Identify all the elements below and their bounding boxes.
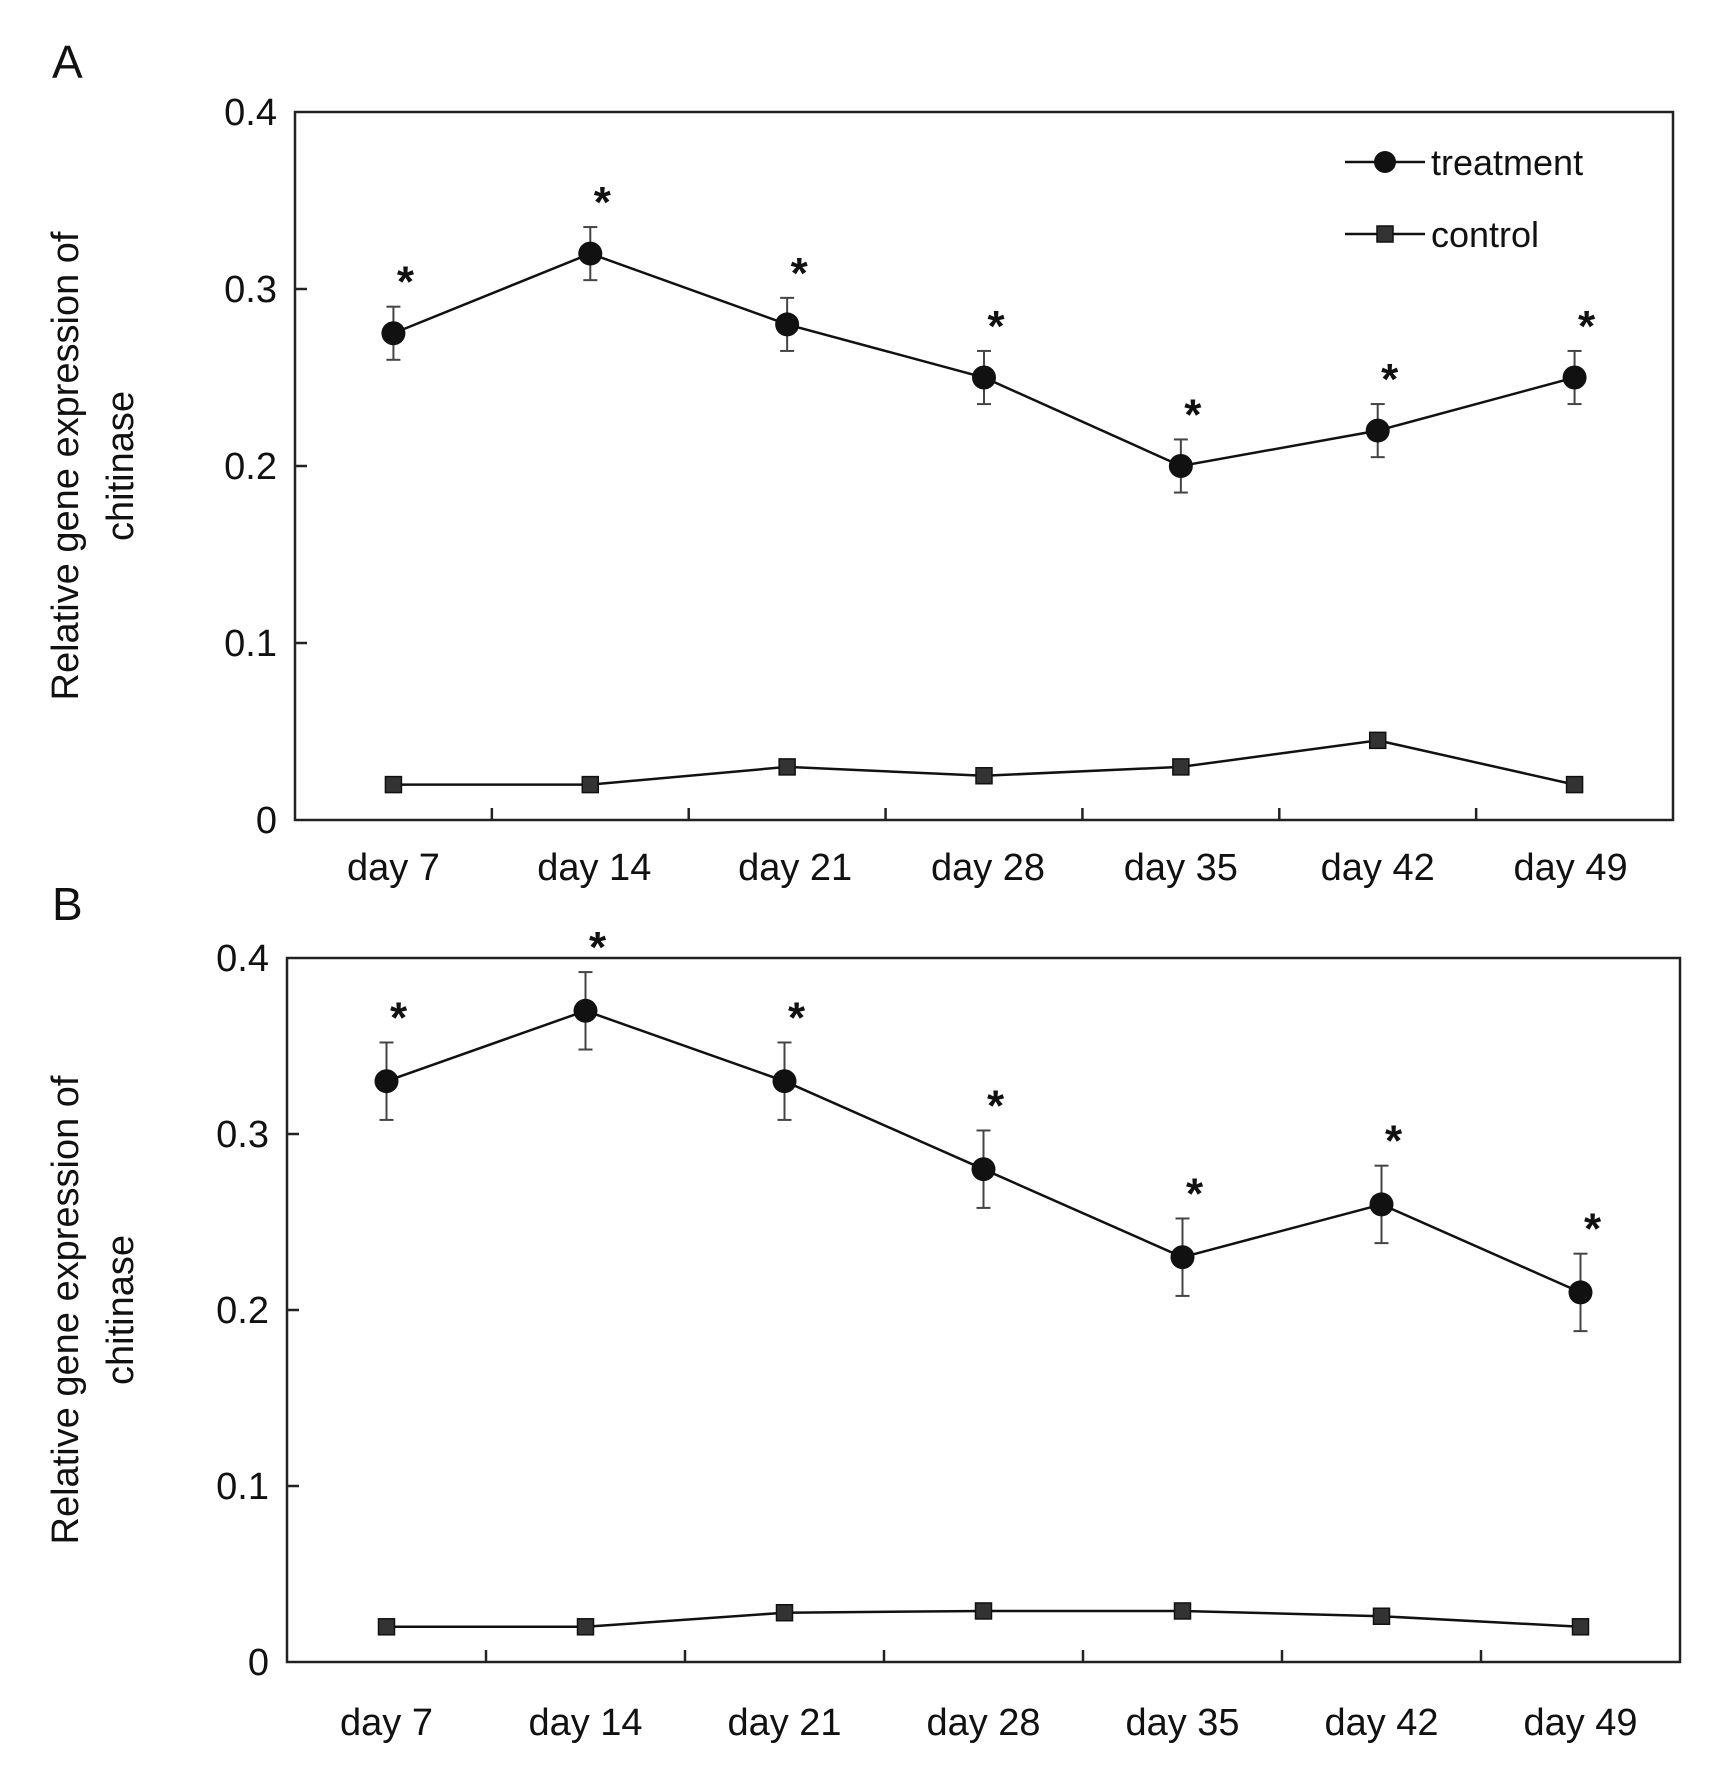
- panel-a-control-point: [975, 767, 993, 785]
- panel-b-treatment-point: [374, 1069, 399, 1094]
- panel-a-ytick-label: 0.3: [224, 269, 277, 311]
- panel-a-ylabel-line1: Relative gene expression of: [45, 231, 87, 700]
- panel-b-ylabel-line1: Relative gene expression of: [45, 1075, 87, 1544]
- panel-a-label: A: [52, 36, 83, 88]
- panel-b-ytick-label: 0.1: [216, 1466, 269, 1508]
- panel-b-significance-star: *: [589, 923, 607, 972]
- panel-a-control-point: [384, 775, 403, 794]
- legend-treatment-label: treatment: [1431, 142, 1583, 183]
- panel-b-control-point: [1173, 1602, 1192, 1620]
- legend: treatment control: [1345, 142, 1583, 255]
- panel-b-xtick-label: day 7: [340, 1702, 433, 1744]
- panel-b-xtick-label: day 21: [727, 1702, 841, 1744]
- panel-a-xtick-label: day 49: [1514, 847, 1628, 889]
- panel-a-significance-star: *: [594, 178, 612, 227]
- panel-b-treatment-point: [573, 998, 598, 1023]
- panel-a-xtick-label: day 14: [537, 847, 651, 889]
- panel-b-treatment-point: [1170, 1245, 1195, 1270]
- panel-b-significance-star: *: [1584, 1205, 1602, 1254]
- panel-a-xtick-label: day 35: [1124, 847, 1238, 889]
- panel-a-treatment-point: [1365, 418, 1390, 443]
- legend-control-marker: [1376, 225, 1394, 243]
- panel-b-xtick-label: day 28: [926, 1702, 1040, 1744]
- panel-b-ytick-label: 0: [248, 1642, 269, 1684]
- panel-a-ylabel-line2: chitinase: [100, 391, 142, 541]
- panel-a-treatment-point: [972, 365, 996, 390]
- panel-b-treatment-point: [772, 1069, 797, 1094]
- panel-a: A Relative gene expression of chitinase …: [45, 36, 1675, 889]
- panel-b-control-point: [1571, 1618, 1590, 1636]
- panel-a-x-axis: day 7 day 14 day 21 day 28 day 35 day 42 day 4…: [347, 808, 1628, 889]
- panel-b-ytick-label: 0.4: [216, 938, 269, 980]
- panel-b-series: * * * * * * *: [374, 923, 1602, 1636]
- panel-a-y-axis: 0.4 0.3 0.2 0.1 0: [224, 92, 307, 842]
- panel-a-treatment-point: [381, 321, 406, 346]
- panel-a-treatment-point: [775, 312, 800, 337]
- panel-b-significance-star: *: [987, 1081, 1005, 1130]
- panel-b-treatment-point: [971, 1157, 996, 1182]
- panel-a-control-point: [778, 758, 796, 776]
- panel-b-xtick-label: day 35: [1125, 1702, 1239, 1744]
- panel-a-control-point: [1172, 758, 1190, 776]
- panel-b-xtick-label: day 49: [1523, 1702, 1637, 1744]
- panel-b-significance-star: *: [788, 993, 806, 1042]
- panel-b-treatment-point: [1369, 1192, 1394, 1217]
- panel-b-ytick-label: 0.3: [216, 1114, 269, 1156]
- panel-b-ylabel-line2: chitinase: [100, 1235, 142, 1385]
- panel-b-control-point: [576, 1618, 595, 1636]
- panel-b-control-point: [775, 1603, 794, 1622]
- panel-b-treatment-point: [1568, 1280, 1593, 1305]
- panel-a-significance-star: *: [397, 258, 415, 307]
- panel-a-xtick-label: day 7: [347, 847, 440, 889]
- panel-a-significance-star: *: [987, 302, 1005, 351]
- panel-a-significance-star: *: [1184, 390, 1202, 439]
- panel-b-control-point: [377, 1618, 396, 1636]
- panel-a-significance-star: *: [791, 249, 809, 298]
- panel-a-xtick-label: day 21: [738, 847, 852, 889]
- panel-a-control-point: [1368, 731, 1387, 750]
- panel-a-treatment-point: [578, 241, 603, 266]
- panel-b-significance-star: *: [390, 993, 408, 1042]
- panel-b-label: B: [52, 878, 83, 930]
- panel-a-significance-star: *: [1381, 355, 1399, 404]
- panel-b-control-point: [974, 1602, 993, 1620]
- panel-a-treatment-point: [1168, 454, 1193, 478]
- panel-b-significance-star: *: [1186, 1169, 1204, 1218]
- panel-a-ytick-label: 0.2: [224, 446, 277, 488]
- legend-control-label: control: [1431, 214, 1539, 255]
- panel-a-ytick-label: 0.4: [224, 92, 277, 134]
- panel-a-control-point: [581, 775, 600, 794]
- panel-b-control-point: [1372, 1607, 1391, 1625]
- panel-b-significance-star: *: [1385, 1117, 1403, 1166]
- panel-b-plot-frame: [285, 956, 1682, 1664]
- panel-b-x-axis: day 7 day 14 day 21 day 28 day 35 day 42 day 4…: [340, 1650, 1638, 1744]
- panel-a-xtick-label: day 42: [1321, 847, 1435, 889]
- panel-b-xtick-label: day 14: [528, 1702, 642, 1744]
- panel-b-xtick-label: day 42: [1324, 1702, 1438, 1744]
- panel-a-treatment-point: [1562, 365, 1587, 390]
- panel-b-y-axis: 0.4 0.3 0.2 0.1 0: [216, 938, 299, 1684]
- panel-a-control-point: [1565, 775, 1584, 794]
- panel-b: B Relative gene expression of chitinase …: [45, 878, 1682, 1744]
- panel-a-series: * * * * * * *: [381, 178, 1596, 794]
- panel-b-ytick-label: 0.2: [216, 1290, 269, 1332]
- panel-a-significance-star: *: [1578, 302, 1596, 351]
- panel-a-ytick-label: 0: [256, 800, 277, 842]
- panel-a-ytick-label: 0.1: [224, 623, 277, 665]
- panel-a-xtick-label: day 28: [931, 847, 1045, 889]
- legend-treatment-marker: [1374, 151, 1396, 173]
